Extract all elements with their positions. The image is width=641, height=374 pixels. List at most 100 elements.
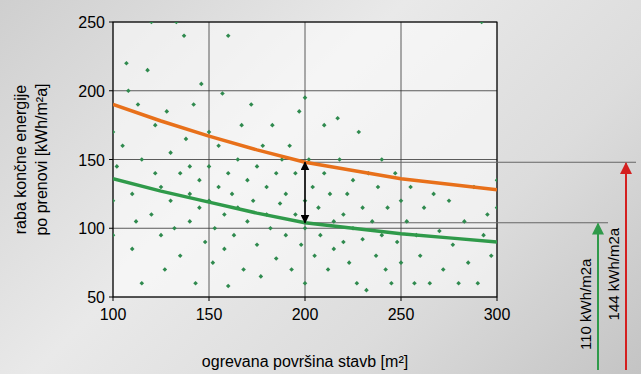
point [168, 198, 173, 203]
point [255, 242, 260, 247]
tick [109, 90, 113, 91]
tick [497, 297, 498, 301]
point [284, 233, 289, 238]
point [268, 226, 273, 231]
point [216, 143, 221, 148]
point [199, 82, 204, 87]
point [418, 253, 423, 258]
point [126, 88, 131, 93]
point [188, 164, 193, 169]
point [322, 123, 327, 128]
point [145, 68, 150, 73]
point [376, 185, 381, 190]
point [159, 233, 164, 238]
tick [209, 297, 210, 301]
reference-line [305, 222, 608, 223]
point [380, 157, 385, 162]
point [115, 164, 120, 169]
tick-label: 150 [78, 152, 105, 169]
point [399, 198, 404, 203]
point [245, 178, 250, 183]
point [481, 233, 486, 238]
point [495, 205, 497, 210]
point [236, 157, 241, 162]
point [289, 267, 294, 272]
point [255, 164, 260, 169]
point [232, 233, 237, 238]
data-group [113, 22, 497, 292]
point [149, 212, 154, 217]
point [153, 171, 158, 176]
point [239, 123, 244, 128]
point [149, 22, 154, 24]
chart: 10015020025030050100150200250110 kWh/m2a… [0, 0, 641, 374]
level-arrow [597, 224, 599, 370]
point [226, 171, 231, 176]
point [437, 229, 442, 234]
point [345, 192, 350, 197]
x-axis-label: ogrevana površina stavb [m²] [202, 353, 408, 370]
point [355, 281, 360, 286]
point [212, 226, 217, 231]
point [456, 281, 461, 286]
point [124, 61, 129, 66]
point [188, 192, 193, 197]
point [428, 281, 433, 286]
plot-frame [113, 22, 497, 297]
tick [401, 297, 402, 301]
point [203, 240, 208, 245]
point [251, 198, 256, 203]
tick-label: 150 [196, 306, 223, 323]
point [168, 150, 173, 155]
point [326, 267, 331, 272]
point [188, 219, 193, 224]
tick [113, 297, 114, 301]
point [447, 198, 452, 203]
point [393, 171, 398, 176]
point [495, 178, 497, 183]
point [113, 233, 115, 238]
point [441, 267, 446, 272]
point [328, 192, 333, 197]
reference-line [305, 162, 636, 163]
point [207, 164, 212, 169]
tick-label: 200 [78, 83, 105, 100]
point [284, 192, 289, 197]
point [322, 171, 327, 176]
point [193, 281, 198, 286]
point [120, 143, 125, 148]
point [113, 130, 115, 135]
point [310, 185, 315, 190]
point [287, 143, 292, 148]
plot-area [113, 22, 497, 297]
point [395, 240, 400, 245]
point [316, 205, 321, 210]
tick [109, 228, 113, 229]
tick-label: 50 [87, 289, 105, 306]
point [140, 281, 145, 286]
tick [109, 297, 113, 298]
point [422, 205, 427, 210]
point [274, 171, 279, 176]
point [245, 219, 250, 224]
point [222, 212, 227, 217]
point [222, 247, 227, 252]
point [360, 237, 365, 242]
point [220, 91, 225, 96]
point [299, 242, 304, 247]
point [341, 212, 346, 217]
point [451, 242, 456, 247]
point [197, 205, 202, 210]
tick-label: 100 [78, 220, 105, 237]
point [489, 253, 494, 258]
point [318, 233, 323, 238]
point [130, 192, 135, 197]
point [337, 157, 342, 162]
y-axis-label: po prenovi [kWh/m²a] [33, 83, 50, 235]
point [159, 185, 164, 190]
point [385, 205, 390, 210]
point [278, 201, 283, 206]
point [259, 274, 264, 279]
point [297, 109, 302, 114]
point [153, 123, 158, 128]
